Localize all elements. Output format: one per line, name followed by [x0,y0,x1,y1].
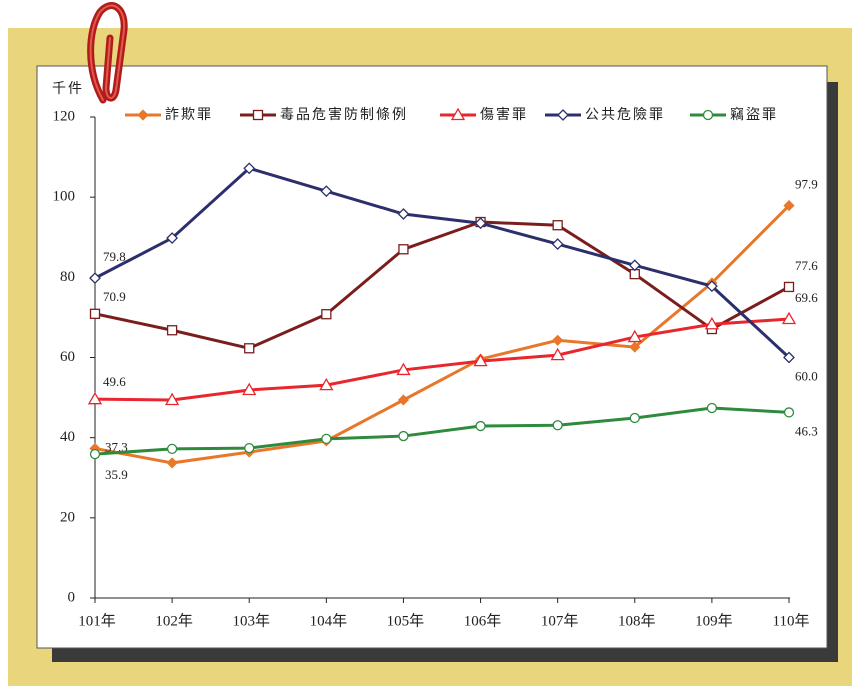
point [164,392,180,406]
point [473,353,488,367]
point [705,280,718,293]
point [243,162,256,175]
series-line [94,204,791,465]
paperclip-highlight [89,4,126,101]
x-tick-label: 108年 [618,612,656,629]
x-tick-label: 103年 [232,612,270,629]
value-label: 79.8 [103,249,126,264]
point [783,351,795,364]
panel [36,65,828,649]
legend-marker [450,107,466,121]
point [552,220,563,231]
value-label: 97.9 [795,177,818,192]
legend-label: 詐欺罪 [165,107,213,123]
x-tick-label: 105年 [387,612,425,629]
point [319,377,334,391]
point [629,412,640,424]
legend-label: 公共危險罪 [585,107,665,123]
point [321,309,332,320]
point [398,244,409,255]
point [87,391,103,405]
legend-label: 竊盜罪 [730,107,778,123]
point [550,347,565,361]
point [397,208,410,220]
point [166,457,178,469]
value-label: 69.6 [795,290,818,305]
y-tick-label: 80 [60,269,75,285]
point [704,316,720,330]
point [552,334,564,346]
point [781,311,797,325]
point [629,341,641,353]
x-tick-label: 107年 [541,612,579,629]
x-tick-label: 109年 [695,612,733,629]
legend-marker [702,109,714,121]
point [244,343,255,354]
value-label: 77.6 [795,258,818,273]
series-line [94,166,791,359]
x-tick-label: 106年 [464,612,502,629]
legend-label: 毒品危害防制條例 [280,107,408,123]
point [89,308,101,319]
y-tick-label: 20 [60,509,75,525]
legend-label: 傷害罪 [480,107,528,123]
point [89,272,101,285]
point [475,420,486,432]
y-tick-label: 60 [60,349,75,365]
legend-marker [557,109,569,121]
y-tick-label: 100 [53,189,76,205]
point [320,185,333,198]
value-label: 70.9 [103,289,126,304]
point [242,382,257,396]
point [552,420,563,431]
x-tick-label: 102年 [155,612,193,629]
y-axis-label: 千件 [52,81,84,97]
value-label: 46.3 [795,423,818,438]
x-tick-label: 104年 [310,612,348,629]
point [628,259,641,272]
y-tick-label: 120 [53,108,76,124]
series-line [94,406,790,456]
value-label: 37.3 [105,439,128,454]
x-tick-label: 110年 [773,612,810,629]
point [783,407,795,418]
point [551,238,564,250]
x-tick-label: 101年 [78,612,116,629]
point [627,329,642,343]
y-tick-label: 0 [68,589,76,605]
point [321,433,332,445]
value-label: 35.9 [105,467,128,482]
series-line [94,220,790,350]
point [783,200,795,212]
point [166,443,178,455]
point [783,281,795,293]
point [474,217,487,230]
legend-marker [252,109,264,121]
value-label: 60.0 [795,368,818,383]
point [397,394,410,406]
point [166,232,179,244]
point [706,402,718,414]
series-line [94,317,790,402]
point [244,442,255,454]
y-tick-label: 40 [60,429,75,445]
point [398,430,409,442]
value-label: 49.6 [103,374,126,389]
point [396,362,411,376]
point [166,325,178,336]
legend-marker [137,109,149,121]
point [89,448,101,460]
